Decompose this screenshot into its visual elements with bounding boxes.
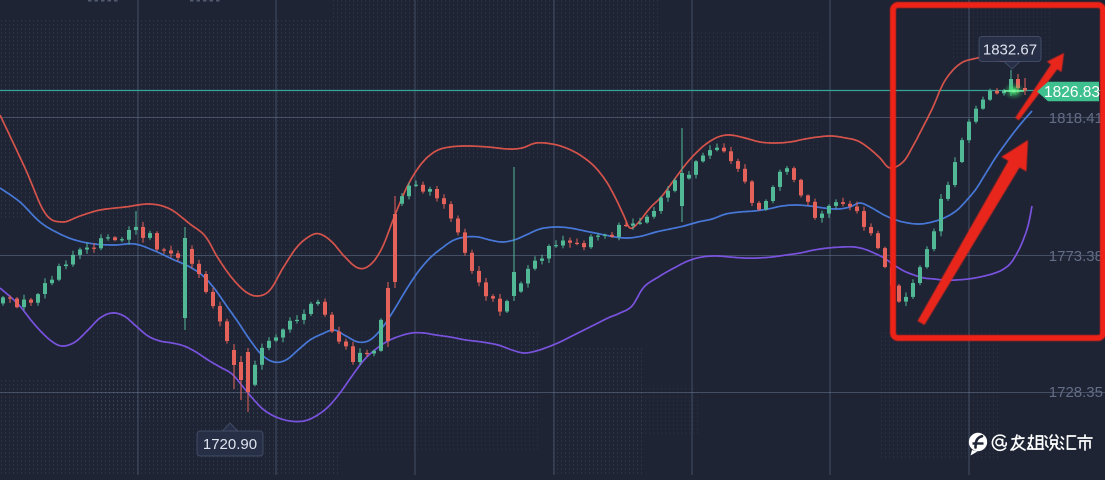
svg-text:1826.83: 1826.83 (1044, 84, 1100, 101)
svg-text:1818.41: 1818.41 (1049, 110, 1103, 127)
svg-text:1773.38: 1773.38 (1049, 248, 1103, 265)
svg-text:1728.35: 1728.35 (1049, 384, 1103, 401)
svg-text:1720.90: 1720.90 (203, 436, 257, 453)
svg-text:1832.67: 1832.67 (983, 42, 1037, 59)
